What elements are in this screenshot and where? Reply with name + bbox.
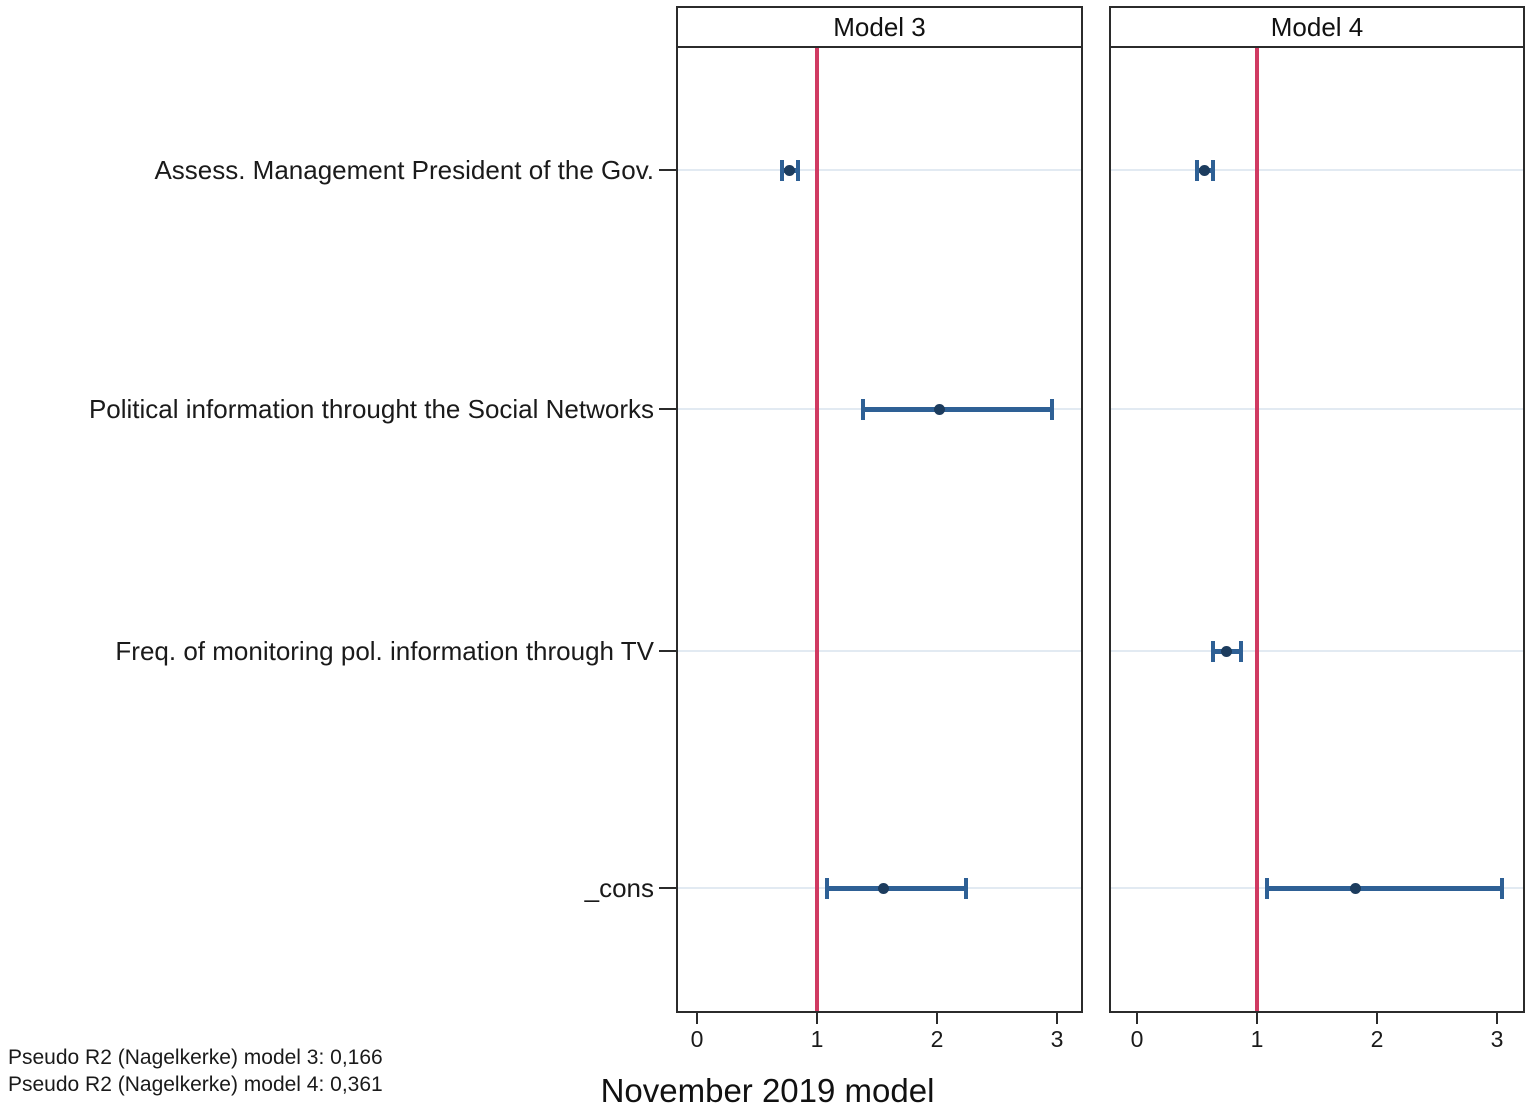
category-axis-tick (659, 169, 676, 171)
x-axis-tick-label: 2 (930, 1026, 944, 1052)
reference-line (815, 48, 819, 1011)
point-estimate-marker (784, 165, 796, 176)
panel-title: Model 4 (1111, 8, 1523, 48)
x-axis-tick-label: 3 (1050, 1026, 1064, 1052)
x-axis-tick (1056, 1013, 1058, 1024)
point-estimate-marker (1199, 165, 1211, 176)
x-axis-tick (1376, 1013, 1378, 1024)
point-estimate-marker (878, 883, 889, 894)
ci-cap-right (1239, 641, 1244, 662)
x-axis-tick (1256, 1013, 1258, 1024)
category-axis-tick (659, 887, 676, 889)
pseudo-r2-note-model4: Pseudo R2 (Nagelkerke) model 4: 0,361 (8, 1073, 383, 1096)
category-gridline (678, 650, 1081, 652)
category-label: Assess. Management President of the Gov. (154, 155, 654, 185)
category-gridline (678, 169, 1081, 171)
panel-model-4: Model 4 (1109, 6, 1525, 1013)
panel-title: Model 3 (678, 8, 1081, 48)
ci-cap-left (824, 878, 829, 899)
x-axis-tick (1496, 1013, 1498, 1024)
ci-cap-right (1210, 160, 1215, 181)
plot-area (678, 48, 1081, 1011)
ci-cap-left (780, 160, 785, 181)
x-axis-tick-label: 2 (1370, 1026, 1384, 1052)
confidence-interval-line (826, 886, 966, 891)
ci-cap-left (1264, 878, 1269, 899)
point-estimate-marker (934, 404, 946, 415)
ci-cap-left (1210, 641, 1215, 662)
category-axis-tick (659, 650, 676, 652)
category-gridline (1111, 650, 1523, 652)
x-axis-tick-label: 0 (1130, 1026, 1144, 1052)
pseudo-r2-notes: Pseudo R2 (Nagelkerke) model 3: 0,166 Ps… (8, 1044, 383, 1098)
ci-cap-right (1050, 399, 1055, 420)
category-label: _cons (584, 873, 654, 903)
ci-cap-right (795, 160, 800, 181)
x-axis-tick (696, 1013, 698, 1024)
ci-cap-right (1499, 878, 1504, 899)
ci-cap-left (860, 399, 865, 420)
x-axis-tick (816, 1013, 818, 1024)
ci-cap-left (1195, 160, 1199, 181)
pseudo-r2-note-model3: Pseudo R2 (Nagelkerke) model 3: 0,166 (8, 1046, 383, 1069)
x-axis-tick-label: 1 (1250, 1026, 1264, 1052)
category-gridline (1111, 408, 1523, 410)
category-gridline (1111, 169, 1523, 171)
category-label: Political information throught the Socia… (88, 394, 654, 424)
plot-area (1111, 48, 1523, 1011)
ci-cap-right (963, 878, 968, 899)
x-axis-title: November 2019 model (600, 1072, 935, 1109)
category-label: Freq. of monitoring pol. information thr… (115, 636, 654, 666)
point-estimate-marker (1350, 883, 1362, 894)
x-axis-tick-label: 3 (1490, 1026, 1504, 1052)
point-estimate-marker (1220, 646, 1232, 657)
category-axis-tick (659, 408, 676, 410)
confidence-interval-line (862, 407, 1053, 412)
confidence-interval-line (1266, 886, 1502, 891)
x-axis-tick (936, 1013, 938, 1024)
x-axis-tick (1136, 1013, 1138, 1024)
x-axis-tick-label: 1 (810, 1026, 824, 1052)
panel-model-3: Model 3 (676, 6, 1083, 1013)
reference-line (1255, 48, 1259, 1011)
x-axis-tick-label: 0 (690, 1026, 704, 1052)
